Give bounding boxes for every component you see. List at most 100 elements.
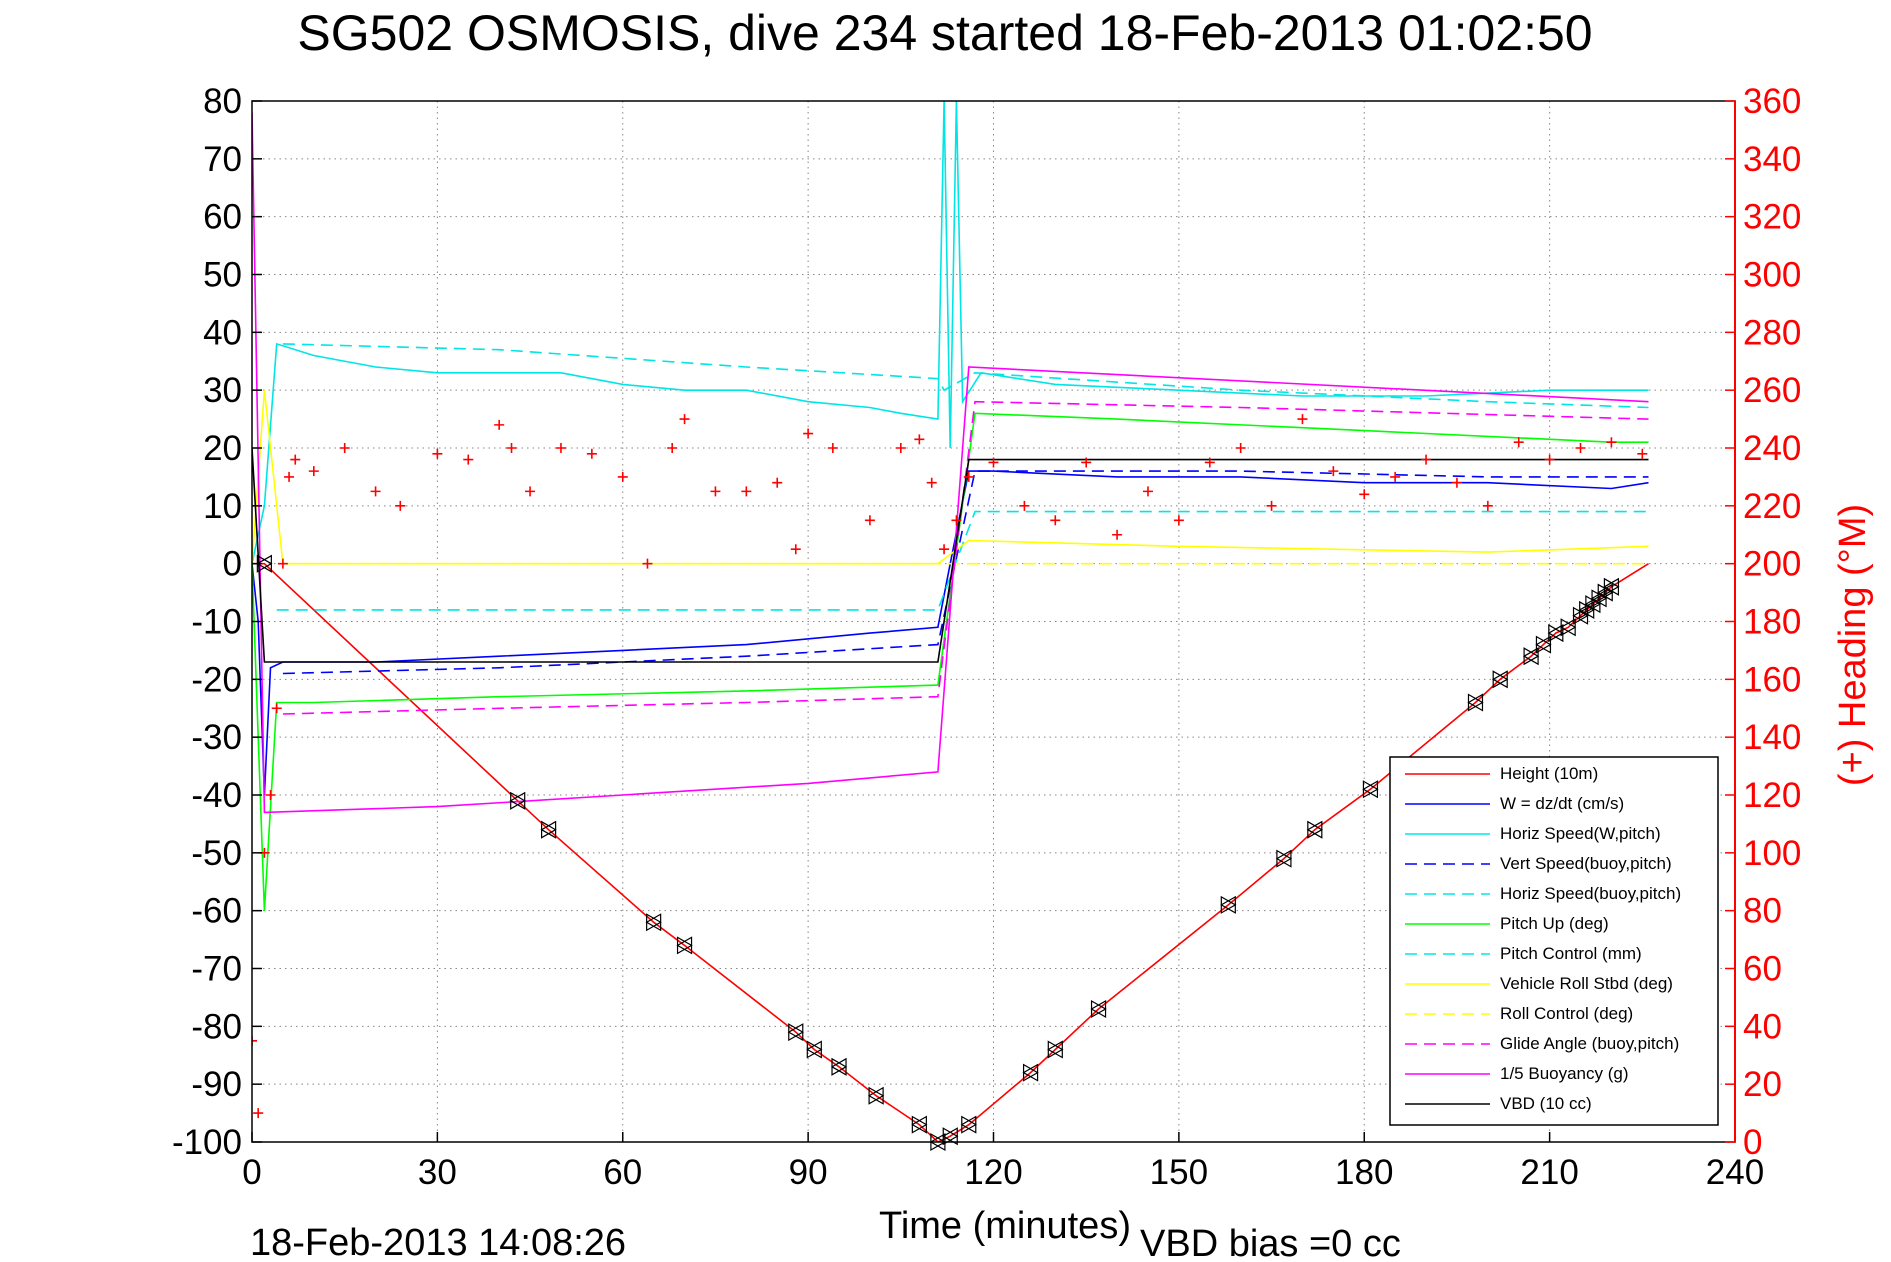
series-line-4: [282, 343, 1649, 409]
series-line-9: [282, 400, 1649, 715]
y-tick-label: 0: [223, 545, 242, 584]
right-tick-label: 360: [1743, 82, 1801, 121]
heading-marker: [308, 466, 319, 477]
height-marker: [1467, 693, 1484, 712]
y-tick-label: 30: [203, 371, 242, 410]
right-tick-label: 120: [1743, 776, 1801, 815]
height-marker: [1275, 849, 1293, 868]
legend-label: W = dz/dt (cm/s): [1500, 794, 1624, 813]
y-tick-label: -90: [191, 1065, 242, 1104]
heading-marker: [1606, 437, 1617, 448]
legend-label: 1/5 Buoyancy (g): [1500, 1064, 1629, 1083]
legend-label: Height (10m): [1500, 764, 1598, 783]
heading-marker: [1451, 477, 1462, 488]
x-axis-label: Time (minutes): [879, 1205, 1131, 1247]
height-marker: [1220, 895, 1237, 914]
heading-marker: [271, 703, 282, 714]
height-marker: [1547, 624, 1565, 643]
heading-marker: [988, 457, 999, 468]
heading-marker: [1421, 454, 1432, 465]
heading-marker: [1513, 437, 1524, 448]
footer-vbd-bias: VBD bias =0 cc: [1140, 1223, 1401, 1262]
right-tick-label: 240: [1743, 429, 1801, 468]
heading-marker: [895, 443, 906, 453]
heading-marker: [1142, 486, 1153, 497]
series-line-1: [252, 470, 1649, 796]
legend: Height (10m) W = dz/dt (cm/s) Horiz Speed(…: [1389, 756, 1719, 1126]
heading-marker: [667, 443, 678, 453]
y-tick-label: -50: [191, 834, 242, 873]
height-marker: [806, 1040, 823, 1059]
heading-marker: [290, 454, 301, 465]
x-tick-label: 150: [1150, 1153, 1208, 1192]
series-line-7: [252, 390, 1649, 565]
legend-label: Horiz Speed(W,pitch): [1500, 824, 1661, 843]
right-tick-label: 100: [1743, 834, 1801, 873]
heading-marker: [1204, 457, 1215, 468]
heading-marker: [741, 486, 752, 497]
height-marker: [1559, 618, 1577, 637]
height-marker: [1362, 780, 1379, 799]
y-tick-label: 50: [203, 256, 242, 295]
height-marker: [1584, 595, 1602, 614]
height-marker: [1535, 635, 1552, 654]
legend-label: Vert Speed(buoy,pitch): [1500, 854, 1672, 873]
right-tick-label: 140: [1743, 718, 1801, 757]
legend-label: Horiz Speed(buoy,pitch): [1500, 884, 1681, 903]
right-tick-label: 260: [1743, 371, 1801, 410]
right-tick-label: 200: [1743, 545, 1801, 584]
heading-marker: [1575, 443, 1586, 453]
heading-marker: [1112, 529, 1123, 540]
heading-marker: [432, 448, 443, 459]
height-marker: [1047, 1040, 1064, 1059]
y-tick-label: -20: [191, 660, 242, 699]
x-tick-label: 180: [1335, 1153, 1393, 1192]
y-tick-label: 20: [203, 429, 242, 468]
x-tick-label: 0: [242, 1153, 261, 1192]
heading-marker: [370, 486, 381, 497]
right-tick-label: 180: [1743, 603, 1801, 642]
y-tick-label: -30: [191, 718, 242, 757]
legend-label: VBD (10 cc): [1500, 1094, 1592, 1113]
heading-marker: [339, 443, 350, 453]
height-triangle-markers: [256, 554, 1620, 1152]
right-tick-label: 160: [1743, 660, 1801, 699]
series-line-5: [252, 412, 1649, 911]
y-tick-label: 10: [203, 487, 242, 526]
heading-marker: [1050, 515, 1061, 526]
right-tick-label: 80: [1743, 892, 1782, 931]
height-marker: [1603, 577, 1620, 596]
height-marker: [1597, 583, 1614, 602]
x-tick-label: 90: [789, 1153, 828, 1192]
y-tick-label: -80: [191, 1007, 242, 1046]
height-marker: [540, 820, 557, 839]
right-tick-label: 60: [1743, 950, 1782, 989]
legend-box: [1389, 756, 1719, 1126]
heading-marker: [939, 544, 950, 555]
x-tick-label: 60: [603, 1153, 642, 1192]
x-tick-label: 210: [1520, 1153, 1578, 1192]
height-marker: [1572, 606, 1589, 625]
heading-marker: [1081, 457, 1092, 468]
heading-marker: [463, 454, 474, 465]
height-marker: [867, 1086, 885, 1105]
heading-marker: [827, 443, 838, 453]
heading-marker: [790, 544, 801, 555]
series-line-6: [276, 510, 1649, 611]
heading-marker: [1297, 414, 1308, 425]
series-line-11: [252, 447, 1649, 663]
legend-label: Pitch Control (mm): [1500, 944, 1642, 963]
heading-marker: [864, 515, 875, 526]
y-tick-label: -10: [191, 603, 242, 642]
right-tick-label: 40: [1743, 1007, 1782, 1046]
right-tick-label: 280: [1743, 313, 1801, 352]
heading-marker: [1359, 489, 1370, 500]
height-marker: [1522, 647, 1540, 666]
heading-marker: [617, 471, 628, 482]
legend-label: Glide Angle (buoy,pitch): [1500, 1034, 1679, 1053]
y-tick-label: -100: [172, 1123, 242, 1162]
heading-marker: [1235, 443, 1246, 453]
right-tick-label: 220: [1743, 487, 1801, 526]
y-tick-label: 80: [203, 82, 242, 121]
